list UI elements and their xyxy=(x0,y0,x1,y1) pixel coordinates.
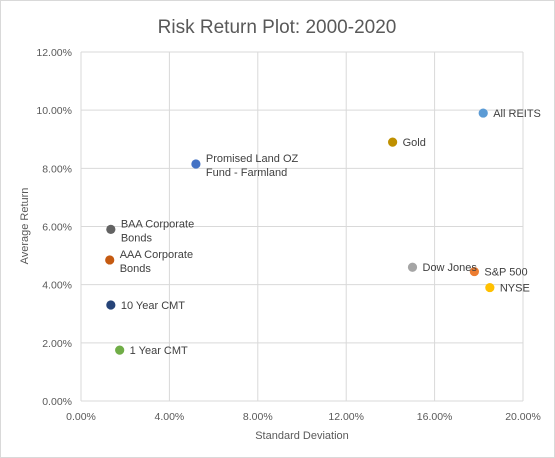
data-label-line: NYSE xyxy=(500,283,530,295)
label-layer: All REITS Gold Promised Land OZ Fund - Farm… xyxy=(120,108,541,357)
y-tick-label: 10.00% xyxy=(36,105,72,117)
data-label-line: Gold xyxy=(403,137,426,149)
data-label: Promised Land OZ Fund - Farmland xyxy=(206,153,299,179)
data-point xyxy=(469,266,479,277)
data-point xyxy=(191,159,201,169)
x-tick-label: 16.00% xyxy=(417,411,453,423)
data-point xyxy=(485,282,495,293)
data-point xyxy=(106,300,116,310)
data-label-line: Dow Jones xyxy=(423,262,478,274)
x-tick-label: 0.00% xyxy=(66,411,96,423)
y-tick-label: 4.00% xyxy=(42,280,72,292)
y-tick-label: 8.00% xyxy=(42,163,72,175)
data-point xyxy=(105,255,115,265)
x-tick-label: 8.00% xyxy=(243,411,273,423)
data-point xyxy=(478,108,488,118)
y-tick-label: 12.00% xyxy=(36,47,72,59)
data-label-line: BAA Corporate xyxy=(121,218,194,230)
data-label-line: Promised Land OZ xyxy=(206,153,299,165)
grid-layer xyxy=(80,51,524,402)
x-axis-label: Standard Deviation xyxy=(255,430,349,442)
y-tick-label: 0.00% xyxy=(42,396,72,408)
data-label: 1 Year CMT xyxy=(130,345,188,357)
data-label: 10 Year CMT xyxy=(121,300,185,312)
data-point xyxy=(115,345,125,355)
data-label: AAA Corporate Bonds xyxy=(120,249,193,275)
point-layer xyxy=(105,108,495,355)
data-label-line: Fund - Farmland xyxy=(206,167,287,179)
chart-title: Risk Return Plot: 2000-2020 xyxy=(158,17,397,38)
data-label: BAA Corporate Bonds xyxy=(121,218,194,244)
data-label-line: 10 Year CMT xyxy=(121,300,185,312)
data-point xyxy=(388,137,398,147)
x-tick-label: 4.00% xyxy=(155,411,185,423)
x-tick-label: 12.00% xyxy=(328,411,364,423)
data-point xyxy=(106,224,116,235)
y-axis-label: Average Return xyxy=(19,188,31,265)
x-tick-label: 20.00% xyxy=(505,411,541,423)
y-tick-label: 2.00% xyxy=(42,338,72,350)
data-label: NYSE xyxy=(500,283,530,295)
data-label-line: S&P 500 xyxy=(484,267,527,279)
data-label: Dow Jones xyxy=(423,262,478,274)
data-label-line: Bonds xyxy=(121,232,153,244)
data-label-line: Bonds xyxy=(120,263,152,275)
data-label: All REITS xyxy=(493,108,541,120)
data-label-line: AAA Corporate xyxy=(120,249,193,261)
data-label-line: 1 Year CMT xyxy=(130,345,188,357)
data-label: S&P 500 xyxy=(484,267,527,279)
tick-layer: 0.00% 2.00% 4.00% 6.00% 8.00% 10.00% 12.00% 0.0… xyxy=(36,47,540,423)
y-tick-label: 6.00% xyxy=(42,222,72,234)
data-label: Gold xyxy=(403,137,426,149)
data-point xyxy=(407,262,418,272)
data-label-line: All REITS xyxy=(493,108,541,120)
